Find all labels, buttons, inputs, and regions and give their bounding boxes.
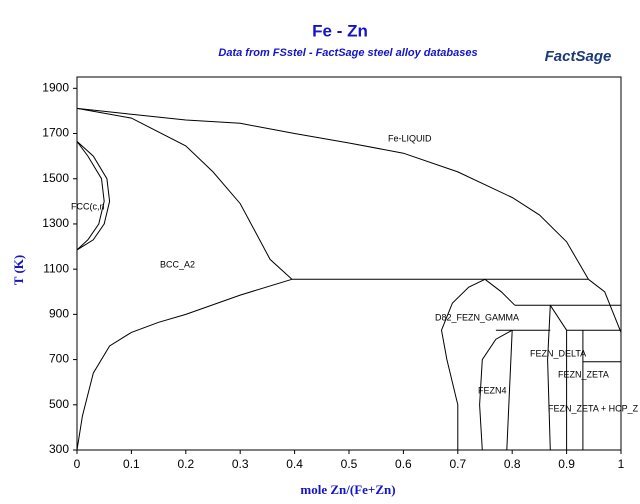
phase-boundary — [440, 278, 486, 450]
logo: FactSage — [545, 48, 612, 65]
x-tick-label: 0.2 — [177, 457, 194, 471]
phase-label: BCC_A2 — [160, 259, 195, 269]
x-tick-label: 0.4 — [286, 457, 303, 471]
x-tick-label: 0.6 — [395, 457, 412, 471]
x-tick-label: 0.8 — [504, 457, 521, 471]
phase-boundary — [76, 107, 589, 280]
phase-label: FEZN_DELTA — [530, 348, 586, 358]
phase-boundary — [506, 330, 513, 451]
phase-boundary — [76, 107, 293, 280]
phase-label: FCC(c,n — [71, 201, 105, 211]
phase-label: D82_FEZN_GAMMA — [435, 312, 519, 322]
chart-title: Fe - Zn — [312, 21, 368, 40]
phase-boundary — [484, 278, 516, 306]
phase-label: Fe-LIQUID — [388, 133, 432, 143]
phase-boundary — [588, 278, 622, 333]
x-tick-label: 0.3 — [232, 457, 249, 471]
x-tick-label: 0.7 — [449, 457, 466, 471]
plot-frame — [76, 76, 622, 451]
x-tick-label: 0.1 — [123, 457, 140, 471]
phase-boundary — [549, 305, 568, 331]
y-tick-label: 300 — [49, 442, 69, 456]
chart-subtitle: Data from FSstel - FactSage steel alloy … — [218, 47, 477, 59]
x-axis-label: mole Zn/(Fe+Zn) — [300, 482, 395, 497]
phase-boundary — [76, 141, 111, 251]
y-axis-label: T (K) — [11, 255, 26, 285]
y-tick-label: 900 — [49, 307, 69, 321]
phase-label: FEZN_ZETA + HCP_Z — [548, 403, 639, 413]
y-tick-label: 700 — [49, 352, 69, 366]
y-tick-label: 1900 — [42, 80, 69, 94]
phase-boundary — [76, 278, 293, 451]
y-tick-label: 1500 — [42, 171, 69, 185]
phase-boundary — [547, 305, 551, 451]
y-tick-label: 1700 — [42, 126, 69, 140]
y-tick-label: 500 — [49, 397, 69, 411]
x-tick-label: 0.9 — [558, 457, 575, 471]
x-tick-label: 0.5 — [341, 457, 358, 471]
phase-label: FEZN_ZETA — [558, 369, 609, 379]
x-tick-label: 0 — [74, 457, 81, 471]
y-tick-label: 1100 — [43, 261, 69, 275]
y-tick-label: 1300 — [42, 216, 69, 230]
phase-boundary — [479, 329, 513, 451]
phase-boundary — [76, 141, 105, 251]
phase-label: FEZN4 — [478, 385, 507, 395]
x-tick-label: 1 — [618, 457, 625, 471]
